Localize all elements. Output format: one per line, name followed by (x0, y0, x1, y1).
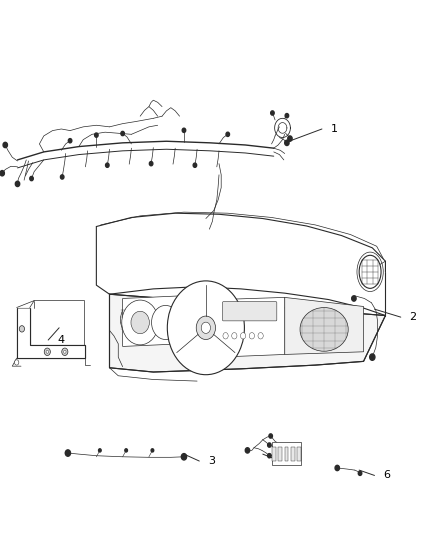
Circle shape (269, 434, 272, 438)
Ellipse shape (300, 308, 348, 351)
Text: 2: 2 (410, 312, 417, 322)
Circle shape (181, 454, 187, 460)
Ellipse shape (120, 306, 138, 334)
Circle shape (3, 142, 7, 148)
Polygon shape (219, 297, 285, 357)
Circle shape (64, 350, 66, 353)
Text: 1: 1 (331, 124, 338, 134)
Circle shape (258, 333, 263, 339)
Polygon shape (17, 308, 85, 358)
FancyBboxPatch shape (285, 447, 288, 461)
Ellipse shape (359, 255, 381, 288)
Circle shape (151, 449, 154, 452)
Circle shape (62, 348, 68, 356)
Circle shape (249, 333, 254, 339)
Circle shape (285, 114, 289, 118)
Circle shape (182, 128, 186, 133)
Circle shape (201, 322, 211, 334)
Text: 6: 6 (383, 471, 390, 480)
Circle shape (268, 443, 271, 447)
Circle shape (245, 448, 250, 453)
FancyBboxPatch shape (223, 302, 277, 321)
FancyBboxPatch shape (272, 442, 301, 465)
Circle shape (30, 176, 33, 181)
Circle shape (196, 316, 215, 340)
FancyBboxPatch shape (291, 447, 294, 461)
Circle shape (370, 354, 375, 360)
Circle shape (125, 449, 127, 452)
Circle shape (131, 311, 149, 334)
Circle shape (288, 136, 292, 141)
Polygon shape (285, 297, 364, 354)
Circle shape (19, 326, 25, 332)
Circle shape (106, 163, 109, 167)
Polygon shape (110, 294, 385, 372)
Text: 5: 5 (285, 455, 292, 464)
Circle shape (68, 139, 72, 143)
FancyBboxPatch shape (297, 447, 301, 461)
Circle shape (335, 465, 339, 471)
Circle shape (121, 132, 124, 136)
Circle shape (268, 454, 271, 458)
Circle shape (149, 161, 153, 166)
Circle shape (99, 449, 101, 452)
Circle shape (44, 348, 50, 356)
Text: 3: 3 (208, 456, 215, 466)
Circle shape (352, 296, 356, 301)
Circle shape (46, 350, 49, 353)
Circle shape (14, 360, 19, 365)
Circle shape (358, 471, 362, 475)
Circle shape (223, 333, 228, 339)
FancyBboxPatch shape (279, 447, 282, 461)
Circle shape (122, 300, 159, 345)
Circle shape (167, 281, 244, 375)
Circle shape (15, 181, 20, 187)
FancyBboxPatch shape (272, 447, 276, 461)
Circle shape (60, 175, 64, 179)
Circle shape (232, 333, 237, 339)
Text: 4: 4 (57, 335, 64, 345)
Circle shape (240, 333, 246, 339)
Circle shape (193, 163, 197, 167)
Circle shape (285, 140, 289, 146)
Circle shape (271, 111, 274, 115)
Circle shape (65, 450, 71, 456)
Circle shape (152, 305, 180, 340)
Circle shape (0, 171, 4, 176)
Circle shape (226, 132, 230, 136)
Circle shape (95, 133, 98, 138)
Polygon shape (123, 296, 182, 346)
